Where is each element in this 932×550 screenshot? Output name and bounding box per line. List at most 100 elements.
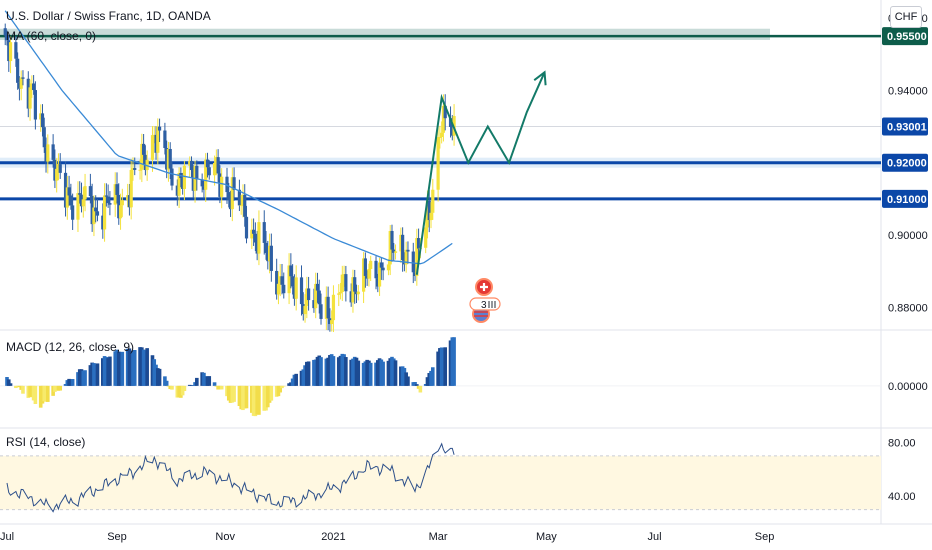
candle[interactable]: [189, 156, 194, 178]
candle[interactable]: [92, 195, 96, 237]
macd-bar[interactable]: [219, 385, 224, 390]
currency-selector[interactable]: CHF: [890, 6, 922, 28]
macd-bar[interactable]: [58, 385, 63, 391]
candle[interactable]: [388, 225, 392, 276]
candle[interactable]: [152, 126, 156, 144]
candle[interactable]: [291, 264, 295, 295]
candle[interactable]: [319, 293, 323, 325]
candle[interactable]: [356, 285, 360, 301]
candle[interactable]: [369, 255, 373, 282]
macd-bar[interactable]: [164, 380, 169, 386]
macd-bar[interactable]: [132, 349, 137, 386]
candle[interactable]: [55, 158, 59, 193]
macd-bar[interactable]: [344, 357, 348, 386]
candle[interactable]: [431, 178, 435, 220]
candle[interactable]: [106, 184, 110, 208]
candle[interactable]: [294, 265, 298, 311]
candle[interactable]: [42, 117, 46, 153]
macd-bar[interactable]: [108, 356, 112, 386]
candle[interactable]: [113, 172, 117, 217]
macd-bar[interactable]: [278, 385, 283, 393]
candle[interactable]: [19, 70, 23, 101]
price-label[interactable]: 0.95500: [882, 27, 928, 46]
macd-bar[interactable]: [430, 367, 435, 386]
candle[interactable]: [212, 155, 217, 186]
macd-bar[interactable]: [281, 385, 286, 387]
candle[interactable]: [266, 240, 270, 270]
candle[interactable]: [399, 227, 403, 263]
rsi-pane[interactable]: [0, 442, 881, 513]
candle[interactable]: [220, 168, 224, 209]
candle[interactable]: [239, 194, 243, 215]
candle[interactable]: [81, 187, 85, 218]
candle[interactable]: [404, 241, 408, 273]
candle[interactable]: [252, 218, 256, 246]
candle[interactable]: [46, 134, 50, 174]
candle[interactable]: [267, 233, 272, 274]
candle[interactable]: [337, 284, 341, 307]
candle[interactable]: [175, 179, 179, 206]
candle[interactable]: [438, 125, 442, 149]
candle[interactable]: [170, 162, 174, 191]
candle[interactable]: [255, 230, 259, 261]
candle[interactable]: [232, 167, 236, 201]
candle[interactable]: [326, 286, 330, 331]
candle[interactable]: [53, 149, 57, 189]
candle[interactable]: [377, 257, 382, 296]
candle[interactable]: [440, 121, 444, 144]
swiss-event-marker[interactable]: [475, 278, 493, 296]
candle[interactable]: [5, 30, 9, 46]
candle[interactable]: [292, 274, 297, 306]
candle[interactable]: [317, 279, 321, 314]
candle[interactable]: [95, 199, 100, 222]
candle[interactable]: [351, 269, 355, 313]
macd-bar[interactable]: [257, 385, 261, 415]
candle[interactable]: [101, 203, 105, 239]
candle[interactable]: [376, 273, 380, 293]
candle[interactable]: [140, 133, 144, 183]
price-pane[interactable]: [0, 10, 881, 333]
candle[interactable]: [374, 256, 378, 290]
macd-bar[interactable]: [452, 337, 456, 386]
macd-bar[interactable]: [6, 379, 11, 386]
candle[interactable]: [166, 141, 171, 182]
candle[interactable]: [367, 263, 371, 287]
macd-bar[interactable]: [145, 348, 149, 386]
macd-bar[interactable]: [415, 384, 419, 386]
candle[interactable]: [269, 233, 273, 282]
macd-pane[interactable]: [0, 337, 881, 417]
candle[interactable]: [443, 94, 447, 131]
candle[interactable]: [191, 165, 195, 199]
candle[interactable]: [299, 265, 304, 316]
candle[interactable]: [195, 160, 199, 191]
candle[interactable]: [83, 173, 87, 212]
candle[interactable]: [120, 188, 124, 217]
candle[interactable]: [8, 36, 13, 74]
candle[interactable]: [65, 175, 69, 220]
candle[interactable]: [17, 76, 22, 101]
rsi-line[interactable]: [6, 442, 455, 513]
candle[interactable]: [117, 183, 121, 225]
candle[interactable]: [69, 183, 73, 210]
candle[interactable]: [381, 262, 385, 281]
candle[interactable]: [289, 253, 293, 289]
candle[interactable]: [143, 145, 147, 176]
candle[interactable]: [126, 183, 130, 208]
macd-bar[interactable]: [83, 370, 87, 386]
candle[interactable]: [230, 167, 234, 222]
candle[interactable]: [278, 263, 282, 297]
candle[interactable]: [71, 193, 75, 231]
candle[interactable]: [427, 190, 431, 233]
candle[interactable]: [353, 269, 357, 304]
macd-bar[interactable]: [46, 385, 50, 402]
candle[interactable]: [90, 183, 94, 232]
projection-path[interactable]: [415, 71, 546, 275]
candle[interactable]: [264, 231, 268, 260]
macd-bar[interactable]: [413, 381, 417, 386]
candle[interactable]: [379, 257, 383, 280]
candle[interactable]: [424, 217, 428, 254]
macd-bar[interactable]: [95, 363, 100, 386]
candle[interactable]: [303, 294, 307, 323]
candle[interactable]: [204, 153, 208, 202]
candle[interactable]: [436, 126, 440, 202]
